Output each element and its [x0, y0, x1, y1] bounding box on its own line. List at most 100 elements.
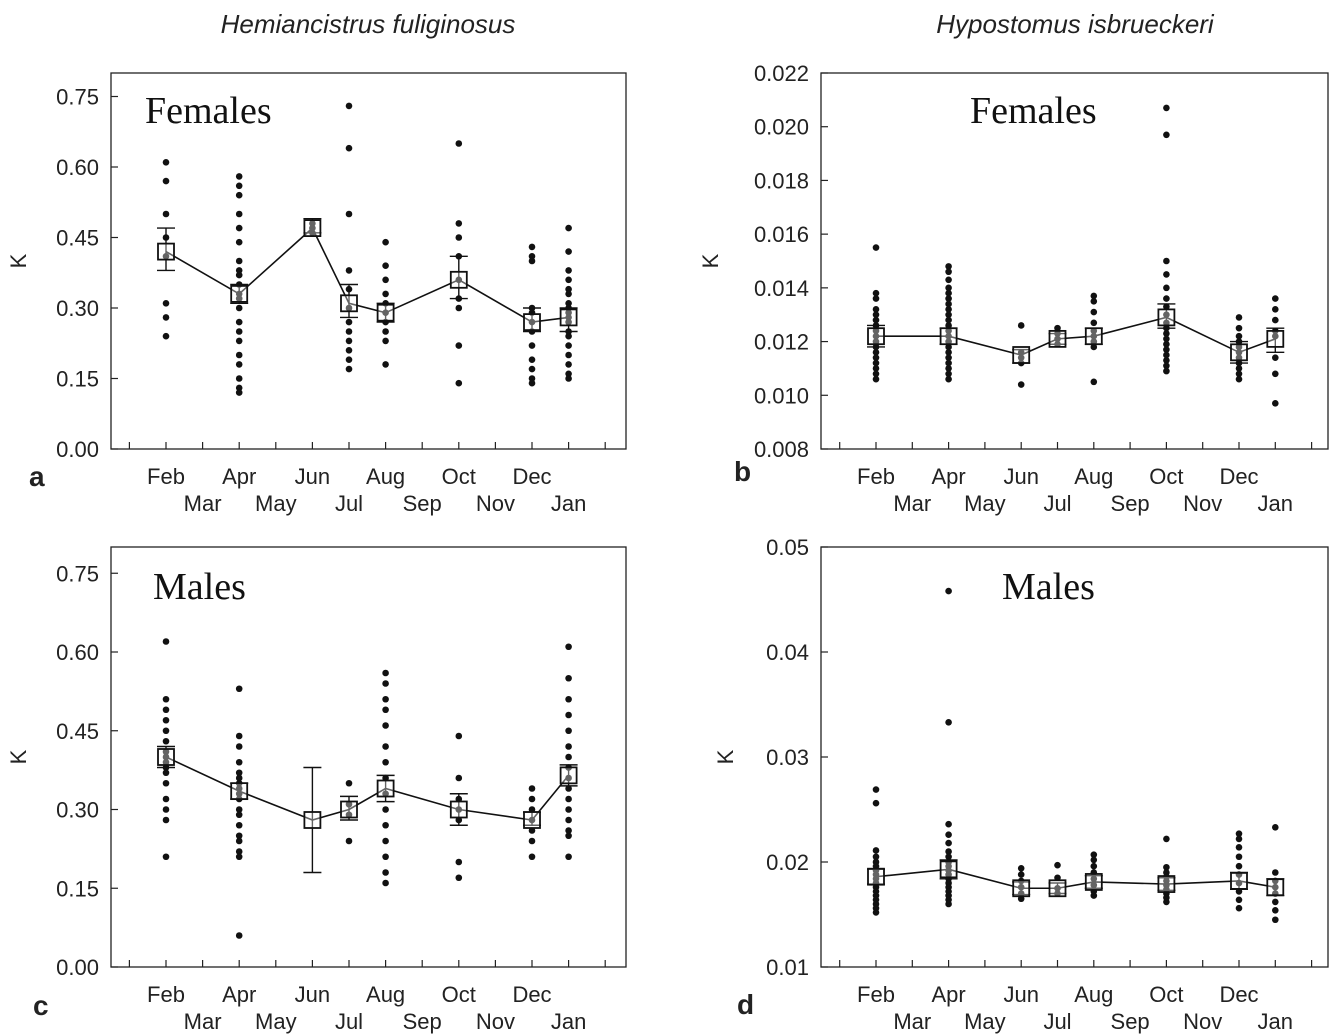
plot-frame [820, 72, 1329, 450]
data-point [1272, 907, 1279, 914]
data-point [528, 379, 536, 387]
x-tick-label: Aug [366, 982, 405, 1007]
mean-marker [1012, 346, 1031, 364]
x-tick-label: May [255, 491, 297, 516]
data-point [565, 785, 572, 792]
data-point [565, 753, 572, 761]
data-point [565, 361, 572, 368]
data-point [235, 182, 243, 190]
panel-annotation: Females [970, 90, 1097, 132]
data-point [945, 300, 952, 308]
data-point [1163, 346, 1170, 353]
mean-marker [376, 779, 395, 798]
data-point [162, 816, 170, 824]
data-point [1163, 835, 1170, 843]
data-point [1272, 354, 1279, 361]
data-point [235, 210, 243, 218]
data-point [382, 706, 389, 714]
mean-marker [230, 284, 249, 303]
data-point [162, 727, 170, 735]
plot-frame [820, 546, 1329, 968]
y-tick-label: 0.00 [56, 437, 99, 462]
panel-b: 0.008 0.010 0.012 0.014 0.016 0.018 0.020 0.022… [698, 61, 1329, 516]
data-point [1235, 844, 1243, 851]
panel-letter: d [737, 989, 754, 1020]
data-point [162, 779, 170, 787]
y-tick-label: 0.014 [754, 276, 809, 301]
y-tick-label: 0.01 [766, 955, 809, 980]
column-title-left: Hemiancistrus fuliginosus [221, 9, 516, 39]
data-point [382, 869, 389, 876]
mean-marker [559, 766, 578, 785]
mean-marker [1048, 329, 1067, 348]
y-tick-label: 0.15 [56, 876, 99, 901]
data-point [1017, 322, 1025, 329]
data-point [945, 295, 952, 302]
data-point [455, 140, 463, 147]
data-point [945, 839, 952, 847]
data-point [565, 351, 572, 359]
data-point [1163, 330, 1170, 337]
data-point [872, 306, 880, 313]
mean-marker [1266, 329, 1285, 348]
data-point [565, 300, 572, 307]
data-point [1235, 375, 1243, 383]
data-point [162, 332, 170, 340]
mean-marker [939, 327, 958, 346]
data-point [1163, 340, 1170, 348]
data-point [528, 795, 536, 803]
data-point [235, 224, 243, 232]
data-point [528, 375, 536, 382]
data-point [528, 257, 536, 265]
data-point [565, 285, 572, 293]
data-point [945, 268, 952, 276]
x-tick-label: Jun [1003, 982, 1038, 1007]
mean-marker [303, 219, 322, 238]
data-point [1272, 916, 1279, 924]
data-point [945, 343, 952, 351]
data-point [945, 289, 952, 297]
mean-marker [157, 748, 175, 766]
data-point [235, 271, 243, 279]
y-tick-label: 0.60 [56, 155, 99, 180]
panel-letter: c [33, 990, 49, 1021]
panel-annotation: Females [145, 90, 272, 132]
plot-frame [110, 546, 627, 968]
data-point [162, 806, 170, 813]
x-tick-label: Jun [1003, 464, 1038, 489]
data-point [945, 276, 952, 284]
data-point [235, 389, 243, 396]
data-point [235, 811, 243, 819]
x-tick-label: Jan [551, 491, 586, 516]
data-point [162, 638, 170, 645]
data-point [235, 732, 243, 740]
mean-marker [523, 313, 541, 332]
data-point [345, 365, 353, 373]
x-tick-label: Sep [403, 491, 442, 516]
mean-line [875, 868, 1276, 890]
data-point [1235, 904, 1243, 912]
mean-line [165, 756, 570, 821]
mean-marker [340, 800, 358, 819]
mean-line [165, 226, 569, 323]
data-point [528, 252, 536, 260]
data-point [1163, 863, 1170, 871]
data-point [945, 370, 952, 378]
data-point [455, 774, 463, 782]
y-tick-label: 0.75 [56, 85, 99, 110]
data-point [945, 316, 952, 324]
data-point [1163, 257, 1170, 265]
data-point [1235, 314, 1243, 321]
x-tick-label: Dec [1219, 464, 1258, 489]
x-tick-label: Apr [222, 982, 256, 1007]
data-point [382, 695, 389, 703]
data-point [382, 680, 389, 687]
data-point [1054, 861, 1061, 869]
mean-marker [1230, 343, 1248, 362]
mean-marker [1230, 872, 1248, 890]
mean-marker [1084, 327, 1103, 346]
x-tick-label: Jun [295, 464, 330, 489]
data-point [1272, 400, 1279, 407]
data-point [565, 743, 572, 750]
